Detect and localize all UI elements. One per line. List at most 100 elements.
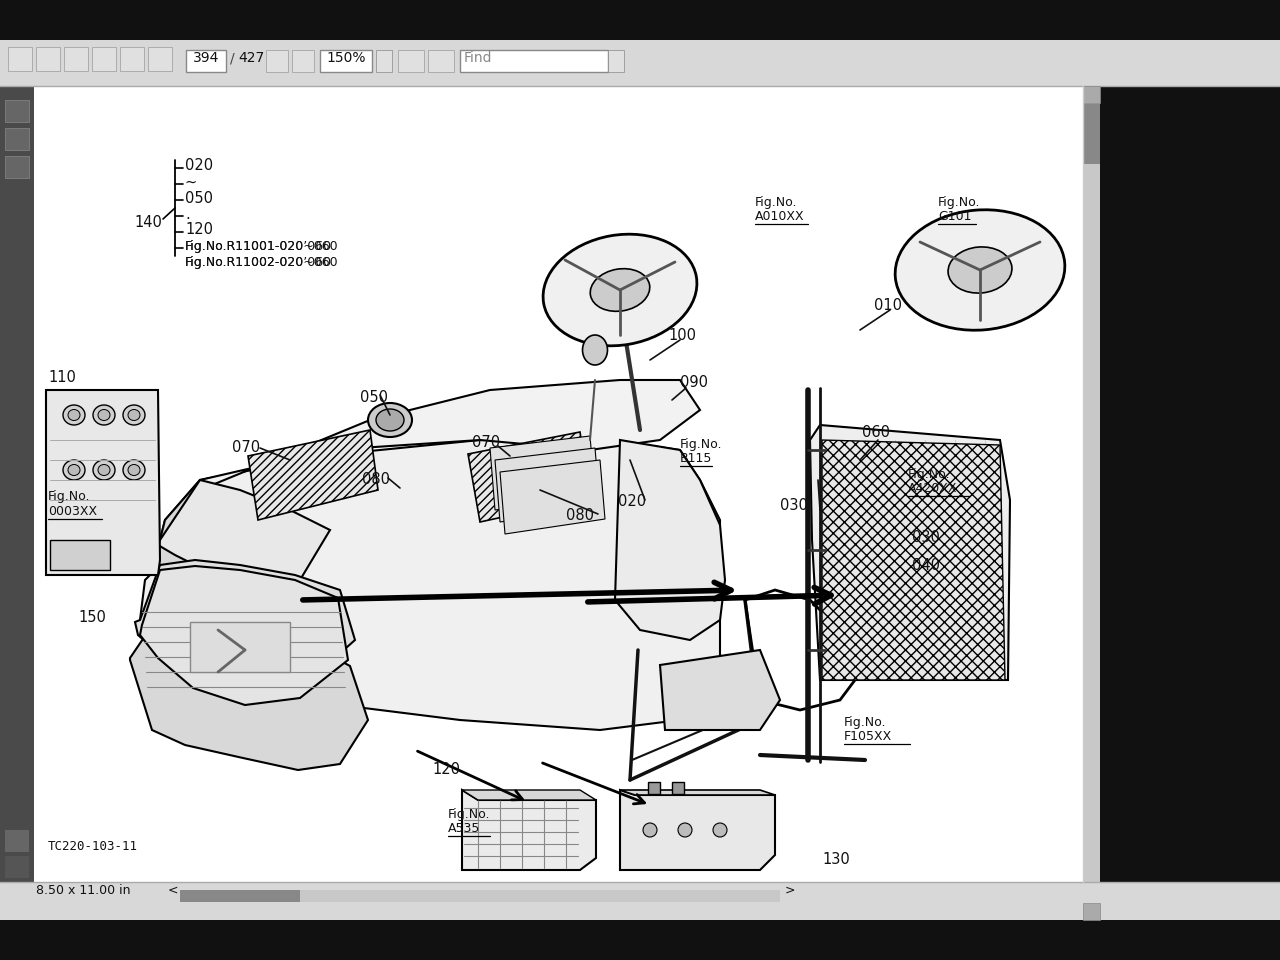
Ellipse shape — [123, 460, 145, 480]
Text: G101: G101 — [938, 210, 972, 223]
Polygon shape — [140, 566, 348, 705]
Ellipse shape — [63, 405, 84, 425]
Bar — [266, 50, 288, 72]
Bar — [5, 156, 29, 178]
Bar — [8, 47, 32, 71]
Polygon shape — [810, 425, 1010, 680]
Bar — [35, 86, 1083, 882]
Text: 020: 020 — [186, 158, 214, 173]
Bar — [5, 128, 29, 150]
Text: 050: 050 — [186, 191, 212, 206]
Text: 130: 130 — [822, 852, 850, 867]
Polygon shape — [822, 440, 1005, 680]
Bar — [36, 47, 60, 71]
Text: Fig.No.: Fig.No. — [680, 438, 722, 451]
Text: /: / — [230, 51, 234, 65]
Text: 050: 050 — [360, 390, 388, 405]
Text: ~: ~ — [186, 175, 197, 190]
Bar — [64, 47, 88, 71]
Ellipse shape — [713, 823, 727, 837]
Text: 150: 150 — [78, 610, 106, 625]
Text: 030: 030 — [911, 530, 940, 545]
Text: A535: A535 — [448, 822, 480, 835]
Text: A420XX: A420XX — [908, 482, 957, 495]
Text: 150%: 150% — [326, 51, 366, 65]
Bar — [189, 622, 291, 672]
Bar — [0, 920, 1280, 960]
Ellipse shape — [678, 823, 692, 837]
Text: Fig.No.R11001-020~060: Fig.No.R11001-020~060 — [186, 240, 339, 253]
Bar — [398, 50, 424, 72]
Bar — [92, 47, 116, 71]
Polygon shape — [131, 622, 369, 770]
Bar — [120, 47, 143, 71]
Ellipse shape — [543, 234, 696, 346]
Text: 140: 140 — [134, 215, 161, 230]
Bar — [5, 830, 29, 852]
Text: 080: 080 — [566, 508, 594, 523]
Ellipse shape — [590, 269, 650, 311]
Text: Fig.No.R11002-020’060: Fig.No.R11002-020’060 — [186, 256, 332, 269]
Bar — [1083, 104, 1100, 164]
Text: 120: 120 — [433, 762, 460, 777]
Text: 020: 020 — [618, 494, 646, 509]
Ellipse shape — [128, 465, 140, 475]
Bar — [1083, 86, 1100, 103]
Text: F105XX: F105XX — [844, 730, 892, 743]
Text: 0003XX: 0003XX — [49, 505, 97, 518]
Polygon shape — [46, 390, 160, 575]
Text: 110: 110 — [49, 370, 76, 385]
Ellipse shape — [369, 403, 412, 437]
Ellipse shape — [93, 460, 115, 480]
Text: >: > — [785, 884, 795, 897]
Polygon shape — [620, 790, 774, 795]
Polygon shape — [660, 650, 780, 730]
Bar — [186, 50, 227, 72]
Text: Fig.No.R11002-020~060: Fig.No.R11002-020~060 — [186, 256, 339, 269]
Polygon shape — [155, 480, 200, 570]
Text: Fig.No.: Fig.No. — [755, 196, 797, 209]
Ellipse shape — [948, 247, 1012, 293]
Text: TC220-103-11: TC220-103-11 — [49, 840, 138, 853]
Bar — [0, 0, 1280, 40]
Text: Find: Find — [465, 51, 493, 65]
Bar — [1083, 903, 1100, 920]
Text: .: . — [186, 207, 189, 222]
Polygon shape — [462, 790, 596, 870]
Bar — [376, 50, 392, 72]
Bar — [5, 100, 29, 122]
Polygon shape — [620, 790, 774, 870]
Bar — [672, 782, 684, 794]
Polygon shape — [490, 436, 595, 510]
Text: 8.50 x 11.00 in: 8.50 x 11.00 in — [36, 884, 131, 897]
Polygon shape — [157, 480, 330, 590]
Ellipse shape — [582, 335, 608, 365]
Polygon shape — [468, 432, 590, 522]
Text: 060: 060 — [861, 425, 890, 440]
Bar — [0, 882, 1280, 920]
Bar — [320, 50, 372, 72]
Polygon shape — [462, 790, 596, 800]
Bar — [608, 50, 625, 72]
Text: 100: 100 — [668, 328, 696, 343]
Text: Fig.No.R11001-020’060: Fig.No.R11001-020’060 — [186, 240, 332, 253]
Ellipse shape — [895, 210, 1065, 330]
Bar — [5, 856, 29, 878]
Text: Fig.No.: Fig.No. — [448, 808, 490, 821]
Ellipse shape — [123, 405, 145, 425]
Text: 090: 090 — [680, 375, 708, 390]
Polygon shape — [160, 380, 700, 540]
Text: 010: 010 — [874, 298, 902, 313]
Bar — [648, 782, 660, 794]
Bar — [180, 890, 780, 902]
Bar — [292, 50, 314, 72]
Polygon shape — [50, 540, 110, 570]
Bar — [1083, 86, 1100, 920]
Bar — [148, 47, 172, 71]
Text: 427: 427 — [238, 51, 264, 65]
Text: 040: 040 — [911, 558, 940, 573]
Text: 080: 080 — [362, 472, 390, 487]
Polygon shape — [614, 440, 724, 640]
Ellipse shape — [128, 410, 140, 420]
Bar — [428, 50, 454, 72]
